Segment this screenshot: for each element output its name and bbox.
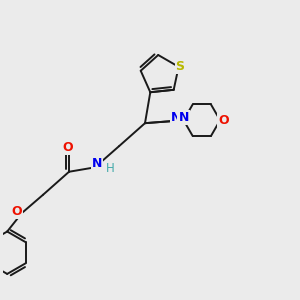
Text: H: H <box>106 162 115 175</box>
Text: O: O <box>218 114 229 127</box>
Text: O: O <box>62 141 73 154</box>
Text: N: N <box>92 157 103 170</box>
Text: O: O <box>11 205 22 218</box>
Text: N: N <box>171 111 181 124</box>
Text: S: S <box>176 60 184 73</box>
Text: N: N <box>178 111 189 124</box>
